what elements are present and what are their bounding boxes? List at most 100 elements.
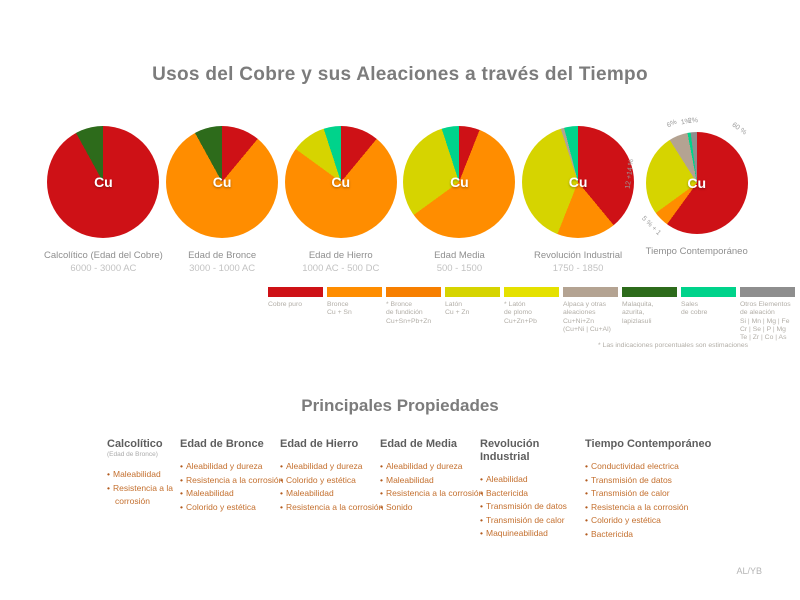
property-item: • Resistencia a la corrosión (585, 501, 717, 515)
slice-percentage-label: 5 % + 1 (639, 215, 662, 237)
bullet-icon: • (107, 469, 110, 479)
property-item: • Maleabilidad (107, 468, 175, 482)
legend-label-line: Cr | Se | P | Mg (740, 325, 786, 333)
legend-item: * Bronce de fundición Cu+Sn+Pb+Zn (386, 287, 441, 342)
property-item-label: Colorido y estética (285, 474, 356, 485)
legend-color-swatch (445, 287, 500, 297)
property-item: • Sonido (380, 501, 478, 515)
bullet-icon: • (280, 474, 283, 485)
property-item-label: Resistencia a la corrosión (185, 474, 284, 485)
slice-percentage-label: 2% (688, 117, 699, 125)
slice-percentage-label: 60 % (730, 121, 748, 137)
property-item-label: Resistencia a la corrosión (385, 488, 484, 498)
legend-label-line: de plomo (504, 309, 532, 317)
legend-label-line: Cobre puro (268, 301, 303, 308)
property-item: • Bactericida (480, 487, 581, 501)
property-item-label: Aleabilidad (485, 474, 528, 484)
bullet-icon: • (107, 482, 110, 493)
pie-center-label: Cu (687, 175, 707, 191)
property-item-label: Bactericida (590, 528, 634, 539)
property-item-label: Colorido y estética (590, 515, 661, 525)
bullet-icon: • (480, 487, 483, 498)
era-name: Edad de Hierro (308, 250, 373, 261)
era-properties-header: Calcolítico (107, 438, 163, 450)
legend-label-line: Otros Elementos (740, 301, 791, 308)
legend-item: Malaquita, azurita, lapizlasuli (622, 287, 677, 342)
era-properties-list: • Aleabilidad y dureza • Resistencia a la c… (180, 460, 283, 515)
property-item: • Colorido y estética (180, 501, 278, 515)
legend: Cobre puro Bronce Cu + Sn * Bronce de fund… (268, 287, 799, 342)
legend-label-line: (Cu+Ni | Cu+Al) (563, 325, 611, 333)
properties-section-title: Principales Propiedades (301, 396, 499, 415)
property-item-label: Aleabilidad y dureza (385, 461, 463, 471)
legend-label-line: Cu+Zn+Pb (504, 317, 537, 325)
legend-color-swatch (268, 287, 323, 297)
legend-label-line: Malaquita, (622, 301, 654, 308)
pie-center-label: Cu (94, 174, 113, 190)
bullet-icon: • (480, 528, 483, 538)
property-item-label: Resistencia a la corrosión (285, 501, 384, 512)
bullet-icon: • (380, 461, 383, 471)
property-item-label: Maquineabilidad (485, 528, 548, 538)
property-item: • Colorido y estética (280, 474, 378, 488)
legend-color-swatch (622, 287, 677, 297)
property-item-label: Colorido y estética (185, 501, 256, 512)
property-item: • Maleabilidad (380, 474, 478, 488)
legend-item: Otros Elementos de aleación Si | Mn | Mg |… (740, 287, 795, 342)
era-dates: 500 - 1500 (436, 263, 483, 274)
era-properties-list: • Maleabilidad • Resistencia a la corrosión (107, 468, 175, 509)
legend-label-line: azurita, (622, 309, 645, 317)
property-item: • Maquineabilidad (480, 527, 581, 541)
legend-label-line: Si | Mn | Mg | Fe (740, 317, 790, 325)
legend-label-line: Cu + Zn (445, 309, 470, 317)
era-name: Calcolítico (Edad del Cobre) (44, 250, 163, 261)
bullet-icon: • (585, 501, 588, 512)
era-properties-column: Edad de Media • Aleabilidad y dureza • Male… (380, 438, 483, 541)
pie-wrap: Cu (403, 126, 516, 238)
bullet-icon: • (480, 501, 483, 511)
pie-center-label: Cu (568, 174, 588, 190)
legend-label-line: aleaciones (563, 309, 596, 317)
legend-item: * Latón de plomo Cu+Zn+Pb (504, 287, 559, 342)
property-item: • Aleabilidad y dureza (380, 460, 478, 474)
property-item: • Aleabilidad y dureza (180, 460, 278, 474)
property-item: • Maleabilidad (280, 487, 378, 501)
era-properties-list: • Aleabilidad y dureza • Maleabilidad • Resis… (380, 460, 483, 515)
pie-chart: Cu (166, 126, 279, 238)
era-properties-column: Edad de Hierro • Aleabilidad y dureza • Col… (280, 438, 383, 541)
bullet-icon: • (585, 488, 588, 498)
era-properties-column: Tiempo Contemporáneo • Conductividad elec… (585, 438, 717, 541)
property-item-label: Transmisión de datos (590, 474, 672, 485)
bullet-icon: • (280, 488, 283, 498)
bullet-icon: • (380, 474, 383, 485)
legend-color-swatch (563, 287, 618, 297)
slice-percentage-label: 6% (665, 118, 678, 130)
property-item-label: Transmisión de calor (485, 514, 565, 525)
legend-label-line: Sales (681, 301, 699, 308)
era-dates: 1750 - 1850 (552, 263, 604, 274)
era-pie-block: Cu Revolución Industrial 1750 - 1850 (519, 116, 638, 274)
legend-label-line: Cu+Sn+Pb+Zn (386, 317, 432, 325)
era-properties-list: • Conductividad electrica • Transmisión de … (585, 460, 717, 541)
pie-center-label: Cu (450, 174, 469, 190)
property-item-label: Sonido (385, 501, 413, 512)
property-item-label: Maleabilidad (185, 488, 234, 498)
pie-wrap: Cu 60 % 5 % + 1 12 +14 % 6% 1% 2% (625, 117, 748, 237)
property-item-label: Maleabilidad (112, 469, 161, 479)
property-item: • Transmisión de calor (585, 487, 717, 501)
legend-item: Cobre puro (268, 287, 323, 342)
bullet-icon: • (585, 528, 588, 539)
legend-label-line: * Latón (504, 301, 526, 308)
pie-chart: Cu (47, 126, 160, 238)
era-pie-block: Cu Edad Media 500 - 1500 (400, 116, 519, 274)
era-pie-block: Cu Calcolítico (Edad del Cobre) 6000 - 3… (44, 116, 163, 274)
property-item-label: Aleabilidad y dureza (185, 461, 263, 471)
era-properties-header: Edad de Media (380, 438, 458, 450)
legend-label-line: Bronce (327, 301, 349, 308)
pie-charts-row: Cu Calcolítico (Edad del Cobre) 6000 - 3… (44, 116, 756, 274)
bullet-icon: • (180, 488, 183, 498)
era-name: Tiempo Contemporáneo (645, 246, 748, 257)
legend-item: Sales de cobre (681, 287, 736, 342)
property-item: • Transmisión de calor (480, 514, 581, 528)
